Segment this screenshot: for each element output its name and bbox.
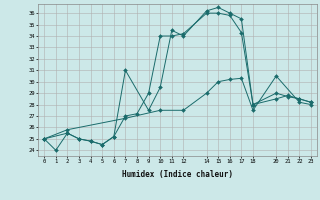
X-axis label: Humidex (Indice chaleur): Humidex (Indice chaleur) <box>122 170 233 179</box>
